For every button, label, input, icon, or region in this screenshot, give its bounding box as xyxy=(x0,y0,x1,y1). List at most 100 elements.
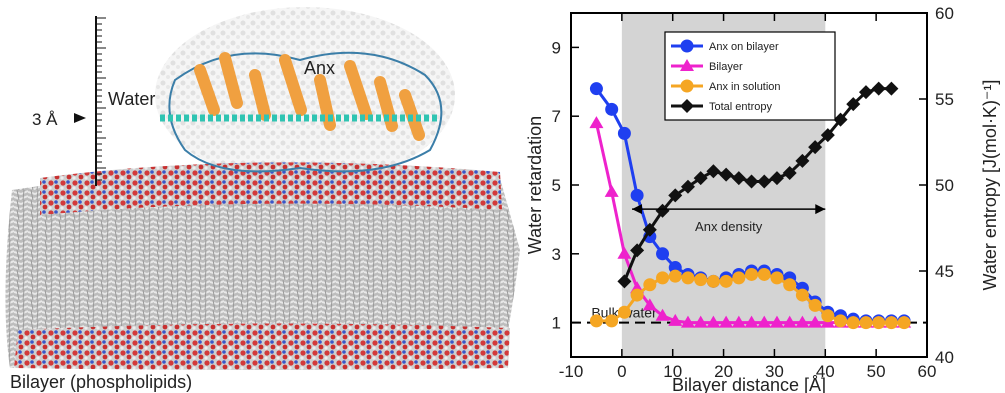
data-point xyxy=(706,274,720,288)
x-tick-label: 40 xyxy=(816,362,835,381)
data-point xyxy=(770,271,784,285)
data-point xyxy=(782,165,797,180)
left-arrow-icon xyxy=(632,204,643,215)
data-point xyxy=(589,82,603,96)
data-point xyxy=(782,315,797,328)
data-point xyxy=(605,314,619,328)
y2-tick-label: 60 xyxy=(935,4,954,23)
data-point xyxy=(617,305,631,319)
data-point xyxy=(642,298,657,311)
scale-label: 3 Å xyxy=(32,110,58,129)
data-point xyxy=(668,313,683,326)
y2-tick-label: 40 xyxy=(935,348,954,367)
data-point xyxy=(757,267,771,281)
series-anx-in-solution xyxy=(589,267,911,330)
x-tick-label: -10 xyxy=(559,362,584,381)
data-point xyxy=(846,316,860,330)
data-point xyxy=(604,184,619,197)
y-tick-label: 5 xyxy=(552,176,561,195)
data-point xyxy=(757,315,772,328)
y2-axis-label: Water entropy [J(mol·K)⁻¹] xyxy=(980,80,1000,291)
data-point xyxy=(808,298,822,312)
data-point xyxy=(744,315,759,328)
y-tick-label: 1 xyxy=(552,314,561,333)
x-tick-label: 10 xyxy=(663,362,682,381)
legend-label: Bilayer xyxy=(709,61,743,73)
legend-label: Total entropy xyxy=(709,101,772,113)
legend-marker xyxy=(680,39,694,53)
x-tick-label: 50 xyxy=(867,362,886,381)
data-point xyxy=(642,222,657,237)
x-tick-label: 30 xyxy=(765,362,784,381)
data-point xyxy=(694,273,708,287)
water-retardation-chart: Bulk water Anx density -10 0 10 20 30 40 50 601… xyxy=(525,4,1000,393)
bilayer-label: Bilayer (phospholipids) xyxy=(10,372,192,392)
data-point xyxy=(630,243,645,258)
legend-label: Anx on bilayer xyxy=(709,41,779,53)
data-point xyxy=(589,116,604,129)
series-total-entropy xyxy=(617,81,899,289)
data-point xyxy=(897,316,911,330)
molecular-illustration: 3 Å Water Anx Bilayer (phospholipids) xyxy=(5,7,521,392)
data-point xyxy=(719,315,734,328)
x-tick-label: 0 xyxy=(617,362,626,381)
data-point xyxy=(656,271,670,285)
data-point xyxy=(630,288,644,302)
data-point xyxy=(871,81,886,96)
scale-marker-icon xyxy=(74,113,86,123)
data-point xyxy=(783,278,797,292)
data-point xyxy=(643,278,657,292)
y-tick-label: 9 xyxy=(552,38,561,57)
annexin-protein xyxy=(160,51,443,173)
data-point xyxy=(617,246,632,259)
y-tick-label: 3 xyxy=(552,245,561,264)
data-point xyxy=(719,167,734,182)
data-point xyxy=(731,171,746,186)
data-point xyxy=(769,171,784,186)
y-axis-label: Water retardation xyxy=(525,116,545,254)
data-point xyxy=(884,316,898,330)
data-point xyxy=(846,97,861,112)
anx-density-annotation: Anx density xyxy=(632,204,826,234)
legend-marker xyxy=(680,79,694,93)
data-point xyxy=(681,271,695,285)
y-tick-label: 7 xyxy=(552,107,561,126)
data-point xyxy=(693,171,708,186)
data-point xyxy=(680,179,695,194)
data-point xyxy=(630,188,644,202)
y2-tick-label: 45 xyxy=(935,262,954,281)
data-point xyxy=(668,269,682,283)
data-point xyxy=(808,140,823,155)
bilayer-membrane xyxy=(5,162,521,370)
data-point xyxy=(744,174,759,189)
data-point xyxy=(795,288,809,302)
legend-label: Anx in solution xyxy=(709,81,781,93)
data-point xyxy=(732,271,746,285)
data-point xyxy=(745,267,759,281)
data-point xyxy=(680,315,695,328)
data-point xyxy=(589,314,603,328)
data-point xyxy=(795,315,810,328)
scale-ruler xyxy=(74,16,106,186)
data-point xyxy=(859,316,873,330)
data-point xyxy=(808,315,823,328)
data-point xyxy=(872,316,886,330)
data-point xyxy=(834,314,848,328)
legend: Anx on bilayer Bilayer Anx in solution Tota… xyxy=(664,31,836,121)
y2-tick-label: 50 xyxy=(935,176,954,195)
data-point xyxy=(668,188,683,203)
data-point xyxy=(731,315,746,328)
legend-marker xyxy=(680,59,694,71)
data-point xyxy=(795,153,810,168)
right-arrow-icon xyxy=(815,204,826,215)
data-point xyxy=(617,126,631,140)
legend-marker xyxy=(680,99,694,113)
data-point xyxy=(655,308,670,321)
y2-tick-label: 55 xyxy=(935,90,954,109)
data-point xyxy=(757,174,772,189)
anx-density-label: Anx density xyxy=(695,219,763,234)
x-tick-label: 60 xyxy=(918,362,937,381)
data-point xyxy=(693,315,708,328)
protein-label: Anx xyxy=(304,58,335,78)
data-point xyxy=(706,315,721,328)
